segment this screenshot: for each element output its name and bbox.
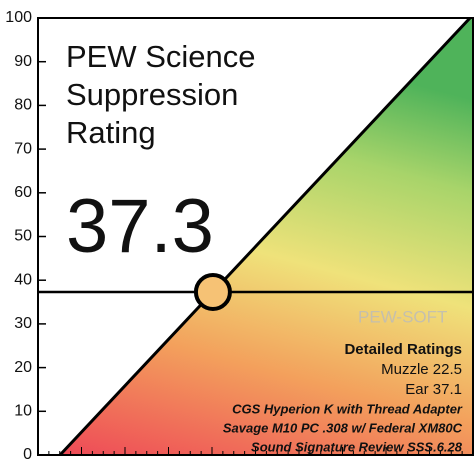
detail-rating: Muzzle 22.5 — [381, 361, 462, 378]
y-tick-label: 70 — [14, 140, 32, 157]
note: CGS Hyperion K with Thread Adapter — [232, 401, 463, 416]
y-tick-label: 0 — [23, 446, 32, 463]
detail-rating: Ear 37.1 — [405, 381, 462, 398]
y-tick-label: 100 — [5, 9, 32, 26]
details-heading: Detailed Ratings — [344, 341, 462, 358]
diagonal — [58, 16, 472, 457]
y-tick-label: 20 — [14, 359, 32, 376]
y-tick-label: 30 — [14, 315, 32, 332]
frame — [37, 17, 474, 456]
chart-title: PEW Science Suppression Rating — [66, 39, 256, 150]
y-tick-label: 10 — [14, 403, 32, 420]
watermark: PEW-SOFT — [358, 307, 447, 326]
y-tick-label: 50 — [14, 228, 32, 245]
rating-marker — [193, 272, 232, 311]
y-tick-label: 60 — [14, 184, 32, 201]
y-tick-label: 90 — [14, 53, 32, 70]
note: Sound Signature Review SSS.6.28 — [251, 439, 463, 454]
y-tick-label: 80 — [14, 97, 32, 114]
note: Savage M10 PC .308 w/ Federal XM80C — [223, 420, 463, 435]
y-tick-label: 40 — [14, 271, 32, 288]
rating-value: 37.3 — [66, 184, 214, 269]
